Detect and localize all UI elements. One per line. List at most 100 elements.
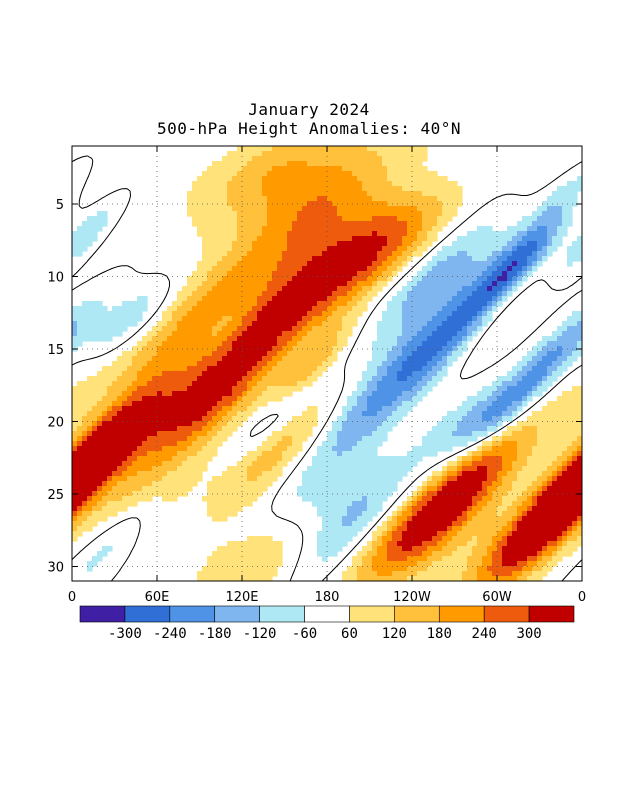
anomaly-cell [367, 271, 373, 277]
anomaly-cell [312, 481, 318, 487]
anomaly-cell [502, 441, 508, 447]
anomaly-cell [522, 221, 528, 227]
anomaly-cell [392, 341, 398, 347]
anomaly-cell [132, 311, 138, 317]
anomaly-cell [357, 406, 363, 412]
anomaly-cell [342, 256, 348, 262]
anomaly-cell [332, 346, 338, 352]
anomaly-cell [407, 176, 413, 182]
anomaly-cell [147, 481, 153, 487]
anomaly-cell [527, 226, 533, 232]
anomaly-cell [282, 371, 288, 377]
anomaly-cell [182, 306, 188, 312]
anomaly-cell [502, 381, 508, 387]
anomaly-cell [322, 211, 328, 217]
anomaly-cell [147, 341, 153, 347]
anomaly-cell [277, 281, 283, 287]
anomaly-cell [562, 341, 568, 347]
anomaly-cell [522, 466, 528, 472]
anomaly-cell [467, 251, 473, 257]
anomaly-cell [287, 271, 293, 277]
anomaly-cell [317, 496, 323, 502]
anomaly-cell [192, 386, 198, 392]
anomaly-cell [367, 461, 373, 467]
anomaly-cell [547, 471, 553, 477]
anomaly-cell [477, 256, 483, 262]
anomaly-cell [372, 271, 378, 277]
anomaly-cell [347, 476, 353, 482]
anomaly-cell [302, 281, 308, 287]
anomaly-cell [267, 361, 273, 367]
anomaly-cell [467, 241, 473, 247]
anomaly-cell [557, 451, 563, 457]
anomaly-cell [72, 416, 78, 422]
anomaly-cell [572, 411, 578, 417]
anomaly-cell [437, 326, 443, 332]
anomaly-cell [302, 311, 308, 317]
anomaly-cell [557, 411, 563, 417]
anomaly-cell [127, 356, 133, 362]
anomaly-cell [222, 311, 228, 317]
anomaly-cell [527, 421, 533, 427]
anomaly-cell [492, 456, 498, 462]
anomaly-cell [327, 296, 333, 302]
anomaly-cell [317, 301, 323, 307]
anomaly-cell [162, 331, 168, 337]
anomaly-cell [232, 161, 238, 167]
anomaly-cell [127, 416, 133, 422]
anomaly-cell [507, 261, 513, 267]
anomaly-cell [222, 236, 228, 242]
anomaly-cell [572, 471, 578, 477]
anomaly-cell [292, 351, 298, 357]
anomaly-cell [387, 376, 393, 382]
anomaly-cell [217, 441, 223, 447]
anomaly-cell [377, 221, 383, 227]
anomaly-cell [152, 361, 158, 367]
anomaly-cell [232, 206, 238, 212]
anomaly-cell [187, 466, 193, 472]
anomaly-cell [437, 296, 443, 302]
anomaly-cell [352, 486, 358, 492]
anomaly-cell [482, 231, 488, 237]
anomaly-cell [562, 391, 568, 397]
anomaly-cell [157, 361, 163, 367]
anomaly-cell [72, 306, 78, 312]
anomaly-cell [377, 431, 383, 437]
anomaly-cell [257, 326, 263, 332]
anomaly-cell [392, 201, 398, 207]
anomaly-cell [77, 306, 83, 312]
anomaly-cell [257, 331, 263, 337]
anomaly-cell [487, 266, 493, 272]
anomaly-cell [307, 366, 313, 372]
anomaly-cell [252, 471, 258, 477]
anomaly-cell [377, 441, 383, 447]
anomaly-cell [82, 471, 88, 477]
anomaly-cell [232, 376, 238, 382]
anomaly-cell [217, 161, 223, 167]
anomaly-cell [102, 416, 108, 422]
anomaly-cell [562, 401, 568, 407]
anomaly-cell [242, 216, 248, 222]
anomaly-cell [382, 401, 388, 407]
anomaly-cell [382, 466, 388, 472]
anomaly-cell [457, 481, 463, 487]
anomaly-cell [402, 356, 408, 362]
anomaly-cell [312, 316, 318, 322]
anomaly-cell [297, 151, 303, 157]
anomaly-cell [197, 386, 203, 392]
anomaly-cell [407, 221, 413, 227]
anomaly-cell [242, 151, 248, 157]
anomaly-cell [257, 236, 263, 242]
anomaly-cell [382, 346, 388, 352]
anomaly-cell [282, 176, 288, 182]
anomaly-cell [542, 256, 548, 262]
anomaly-cell [82, 401, 88, 407]
anomaly-cell [277, 166, 283, 172]
anomaly-cell [412, 341, 418, 347]
anomaly-cell [247, 281, 253, 287]
anomaly-cell [172, 441, 178, 447]
anomaly-cell [267, 186, 273, 192]
anomaly-cell [222, 266, 228, 272]
anomaly-cell [192, 371, 198, 377]
anomaly-cell [282, 296, 288, 302]
